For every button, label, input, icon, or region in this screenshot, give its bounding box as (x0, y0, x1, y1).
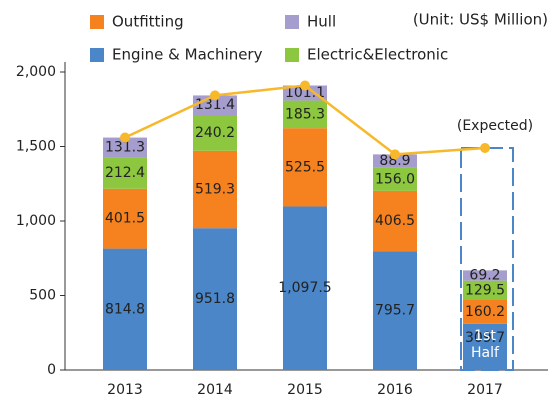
legend-swatch (285, 48, 299, 62)
legend-label: Hull (307, 13, 336, 31)
total-dot (210, 90, 220, 101)
bar-segment (283, 128, 327, 207)
bar-segment (103, 188, 147, 249)
bar-segment (103, 157, 147, 189)
x-tick-label: 2015 (287, 382, 323, 398)
data-label: 795.7 (375, 303, 415, 319)
bar-segment (463, 270, 507, 281)
bar-segment (373, 167, 417, 191)
data-label: 88.9 (379, 153, 410, 169)
data-label: 951.8 (195, 291, 235, 307)
bar-segment (283, 100, 327, 129)
bar-segment (373, 251, 417, 370)
x-tick-label: 2014 (197, 382, 233, 398)
legend-swatch (90, 48, 104, 62)
data-label: 1,097.5 (278, 280, 331, 296)
data-label: 519.3 (195, 181, 235, 197)
annotation: 1st (474, 328, 496, 344)
total-dot (390, 149, 400, 160)
legend-label: Electric&Electronic (307, 46, 448, 64)
y-tick-label: 2,000 (16, 64, 56, 80)
total-dot (300, 80, 310, 91)
data-label: 156.0 (375, 171, 415, 187)
bar-segment (463, 280, 507, 300)
annotation: Half (471, 345, 500, 361)
bar-segment (463, 323, 507, 370)
bar-segment (373, 154, 417, 168)
data-label: 69.2 (469, 268, 500, 284)
y-tick-label: 1,500 (16, 139, 56, 155)
x-tick-label: 2013 (107, 382, 143, 398)
bar-segment (193, 150, 237, 229)
y-tick-label: 1,000 (16, 213, 56, 229)
bar-segment (193, 228, 237, 370)
data-label: 401.5 (105, 211, 145, 227)
x-tick-label: 2017 (467, 382, 503, 398)
legend-swatch (285, 15, 299, 29)
bar-segment (193, 115, 237, 151)
legend-swatch (90, 15, 104, 29)
total-dot (120, 132, 130, 143)
annotation: (Expected) (457, 118, 533, 134)
data-label: 160.2 (465, 304, 505, 320)
bar-segment (103, 137, 147, 158)
data-label: 129.5 (465, 282, 505, 298)
x-tick-label: 2016 (377, 382, 413, 398)
data-label: 212.4 (105, 165, 145, 181)
legend-label: Engine & Machinery (112, 46, 263, 64)
data-label: 131.3 (105, 139, 145, 155)
bar-segment (283, 85, 327, 101)
bar-segment (463, 299, 507, 324)
bar-segment (373, 190, 417, 252)
y-tick-label: 0 (47, 362, 56, 378)
unit-note: (Unit: US$ Million) (413, 11, 548, 29)
bar-segment (283, 206, 327, 370)
data-label: 185.3 (285, 106, 325, 122)
data-label: 525.5 (285, 159, 325, 175)
data-label: 240.2 (195, 125, 235, 141)
data-label: 814.8 (105, 301, 145, 317)
data-label: 101.1 (285, 85, 325, 101)
legend-label: Outfitting (112, 13, 184, 31)
y-tick-label: 500 (29, 288, 56, 304)
data-label: 309.7 (465, 330, 505, 346)
total-dot (480, 142, 490, 153)
data-label: 406.5 (375, 213, 415, 229)
bar-segment (103, 248, 147, 370)
